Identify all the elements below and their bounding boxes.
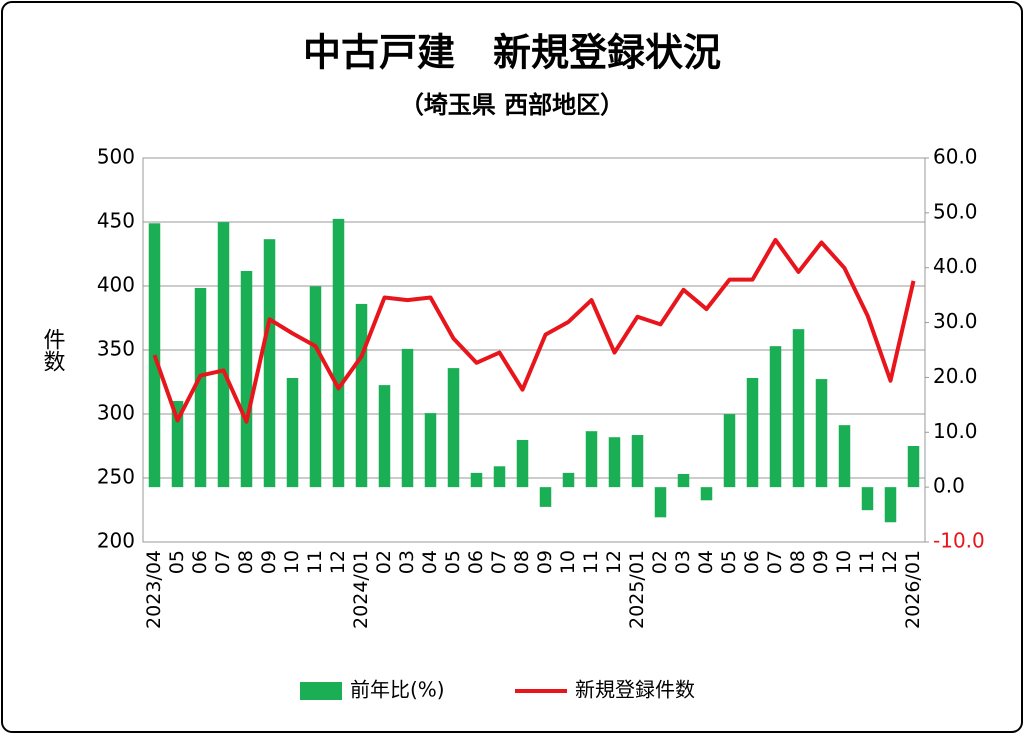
y2-tick-label: 10.0	[933, 419, 978, 443]
bar	[769, 346, 782, 488]
x-tick-label: 10	[281, 550, 303, 574]
line	[152, 237, 916, 424]
y2-tick-label: 0.0	[933, 474, 965, 498]
x-tick-label: 09	[810, 550, 832, 574]
bar	[838, 425, 851, 488]
y2-tick-label: 40.0	[933, 254, 978, 278]
x-tick-label: 05	[718, 550, 740, 574]
x-tick-label: 05	[442, 550, 464, 574]
bar	[746, 377, 759, 488]
x-tick-label: 2023/04	[143, 550, 165, 629]
bar	[884, 487, 897, 523]
y-tick-label: 450	[97, 209, 135, 233]
bar	[815, 379, 828, 488]
chart-subtitle: （埼玉県 西部地区）	[400, 91, 624, 119]
y2-tick-label: 50.0	[933, 199, 978, 223]
x-tick-label: 12	[327, 550, 349, 574]
bar	[355, 303, 368, 488]
x-tick-label: 09	[534, 550, 556, 574]
bar	[516, 439, 529, 488]
x-tick-label: 12	[879, 550, 901, 574]
x-tick-label: 06	[189, 550, 211, 574]
y2-tick-label: -10.0	[933, 529, 985, 553]
x-tick-label: 2025/01	[626, 550, 648, 629]
x-tick-label: 08	[787, 550, 809, 574]
x-tick-label: 08	[511, 550, 533, 574]
x-tick-label: 11	[580, 550, 602, 574]
y2-tick-label: 30.0	[933, 309, 978, 333]
x-tick-label: 2026/01	[902, 550, 924, 629]
bar	[493, 466, 506, 488]
x-tick-label: 06	[465, 550, 487, 574]
x-tick-label: 07	[488, 550, 510, 574]
y-tick-label: 350	[97, 337, 135, 361]
legend-label: 新規登録件数	[575, 678, 695, 702]
x-tick-label: 12	[603, 550, 625, 574]
y2-tick-label: 60.0	[933, 145, 978, 169]
y-tick-label: 300	[97, 401, 135, 425]
x-tick-label: 11	[304, 550, 326, 574]
y2-tick-label: 20.0	[933, 364, 978, 388]
bar	[631, 435, 644, 488]
bar	[907, 446, 920, 488]
x-tick-label: 2024/01	[350, 550, 372, 629]
x-tick-label: 03	[672, 550, 694, 574]
bar	[447, 368, 460, 488]
legend-swatch	[300, 682, 342, 700]
x-tick-label: 11	[856, 550, 878, 574]
x-tick-label: 06	[741, 550, 763, 574]
x-tick-label: 07	[212, 550, 234, 574]
bar	[286, 377, 299, 488]
bar	[309, 286, 322, 488]
bar	[654, 487, 667, 518]
bar	[171, 401, 184, 488]
y-tick-label: 250	[97, 465, 135, 489]
legend-label: 前年比(%)	[350, 678, 445, 702]
x-tick-label: 04	[419, 550, 441, 574]
bar	[401, 348, 414, 488]
x-tick-label: 10	[833, 550, 855, 574]
bar	[792, 329, 805, 488]
bar	[263, 239, 276, 488]
x-tick-label: 03	[396, 550, 418, 574]
x-tick-label: 08	[235, 550, 257, 574]
bar	[240, 271, 253, 488]
y-tick-label: 200	[97, 529, 135, 553]
bar	[700, 487, 713, 501]
bar	[217, 222, 230, 488]
bar	[424, 413, 437, 488]
bar	[723, 414, 736, 488]
x-tick-label: 09	[258, 550, 280, 574]
bar	[539, 487, 552, 507]
y-tick-label: 500	[97, 145, 135, 169]
bar	[677, 473, 690, 488]
y-tick-label: 400	[97, 273, 135, 297]
x-tick-label: 04	[695, 550, 717, 574]
bar	[194, 288, 207, 488]
bar	[378, 385, 391, 488]
x-tick-label: 10	[557, 550, 579, 574]
x-tick-label: 02	[649, 550, 671, 574]
bar	[861, 487, 874, 511]
x-tick-label: 05	[166, 550, 188, 574]
bar	[585, 431, 598, 488]
bar	[470, 472, 483, 488]
chart-title: 中古戸建 新規登録状況	[303, 31, 721, 75]
x-tick-label: 07	[764, 550, 786, 574]
y-axis-label: 件数	[40, 328, 66, 372]
bar	[332, 218, 345, 488]
x-tick-label: 02	[373, 550, 395, 574]
bar	[608, 437, 621, 488]
bar	[562, 472, 575, 488]
